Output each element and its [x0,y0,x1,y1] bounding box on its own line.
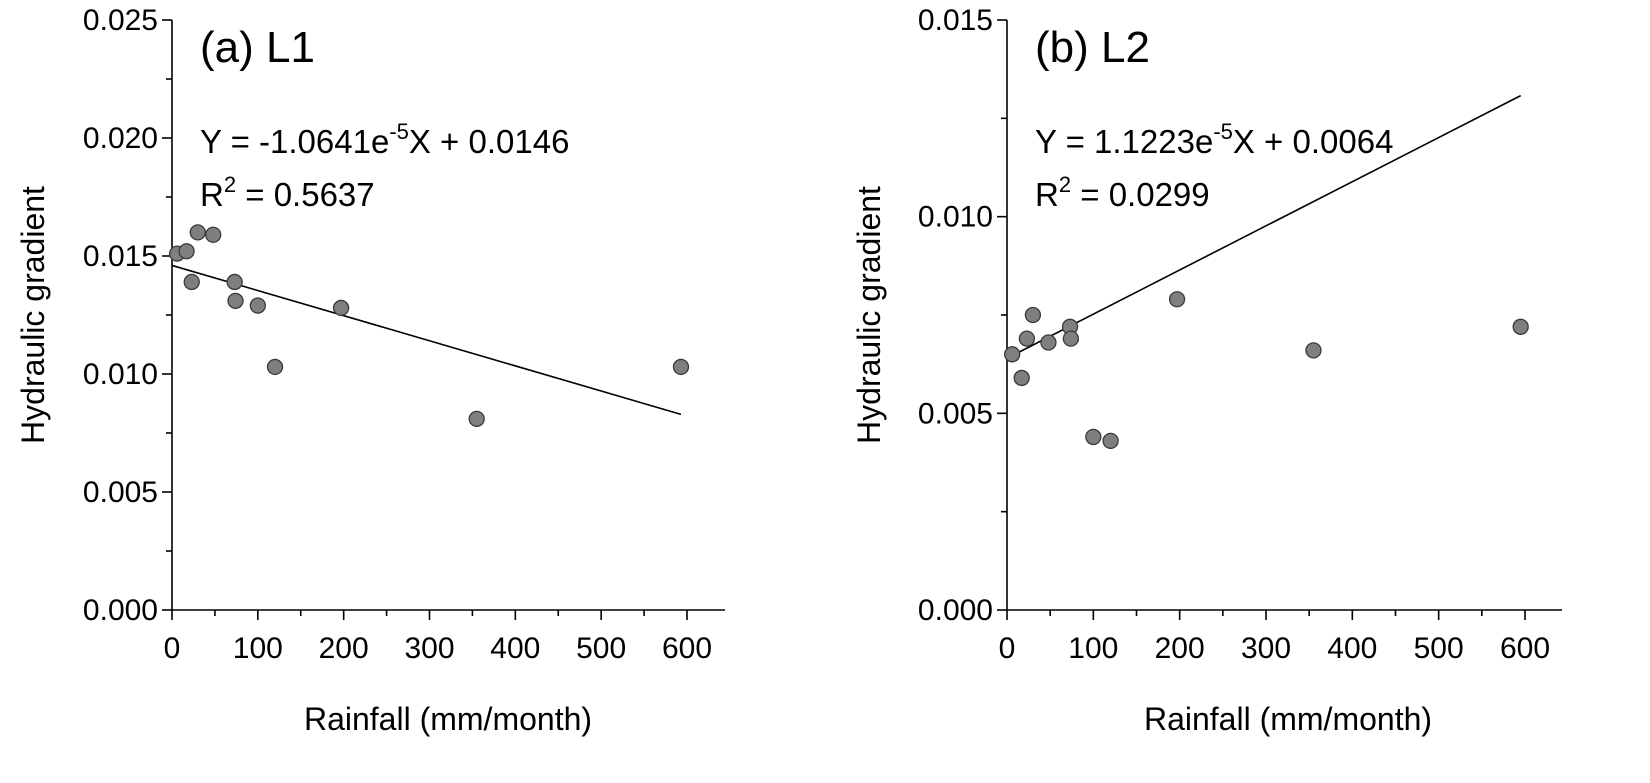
data-point [1512,318,1529,335]
data-points [1004,291,1529,450]
r-squared: R2 = 0.0299 [1035,172,1210,213]
x-tick-label: 0 [999,632,1016,665]
y-tick-label: 0.015 [83,240,158,273]
y-tick-label: 0.010 [918,201,993,234]
x-tick-label: 500 [576,632,626,665]
data-point [332,299,350,317]
x-ticks [171,610,688,620]
data-point [1040,334,1057,351]
y-tick-label: 0.015 [918,4,993,37]
data-point [1102,432,1119,450]
equation-suffix: X + 0.0064 [1233,123,1394,160]
x-ticks [1006,610,1526,620]
y-tick-label: 0.010 [83,358,158,391]
panel-label: (b) L2 [1035,23,1150,72]
y-tick-label: 0.020 [83,122,158,155]
equation-exponent: -5 [1213,119,1233,144]
x-tick-label: 600 [1500,632,1550,665]
x-tick-label: 100 [233,632,283,665]
data-points [168,224,690,427]
data-point [1062,330,1080,347]
data-point [468,410,485,427]
y-tick-label: 0.000 [918,594,993,627]
data-point [1018,330,1036,347]
x-tick-label: 0 [164,632,181,665]
data-point [226,273,243,291]
regression-equation: Y = -1.0641e-5X + 0.0146 [200,119,569,160]
chart-panel-b: 0.000 0.005 0.010 0.015 0 100 200 300 400 500 600… [851,4,1562,737]
data-point [249,297,266,314]
data-point [183,273,200,291]
data-point [266,358,284,376]
y-ticks [162,19,172,611]
data-point [672,358,690,376]
y-tick-labels: 0.000 0.005 0.010 0.015 [918,4,993,627]
x-tick-label: 600 [662,632,712,665]
x-tick-label: 200 [319,632,369,665]
x-tick-label: 100 [1068,632,1118,665]
equation-exponent: -5 [389,119,409,144]
y-tick-labels: 0.000 0.005 0.010 0.015 0.020 0.025 [83,4,158,627]
data-point [1024,306,1042,324]
regression-equation: Y = 1.1223e-5X + 0.0064 [1035,119,1393,160]
y-axis-label: Hydraulic gradient [15,186,51,444]
equation-prefix: Y = 1.1223e [1035,123,1213,160]
equation-prefix: Y = -1.0641e [200,123,389,160]
regression-line [171,264,682,416]
data-point [178,243,195,260]
data-point [1305,342,1322,359]
r2-exponent: 2 [1059,172,1071,197]
panel-label: (a) L1 [200,23,315,72]
data-point [1004,346,1021,363]
r2-prefix: R [1035,176,1059,213]
y-tick-label: 0.005 [918,397,993,430]
r-squared: R2 = 0.5637 [200,172,375,213]
y-tick-label: 0.025 [83,4,158,37]
data-point [1085,428,1102,446]
y-tick-label: 0.000 [83,594,158,627]
r2-exponent: 2 [224,172,236,197]
x-tick-label: 300 [1241,632,1291,665]
equation-suffix: X + 0.0146 [409,123,570,160]
r2-prefix: R [200,176,224,213]
x-tick-label: 500 [1414,632,1464,665]
x-tick-label: 200 [1155,632,1205,665]
y-ticks [997,19,1007,611]
data-point [1168,291,1186,308]
y-axis-label: Hydraulic gradient [851,186,887,444]
x-tick-label: 400 [1327,632,1377,665]
data-point [189,224,206,241]
data-point [227,292,244,309]
r2-suffix: = 0.0299 [1071,176,1210,213]
chart-panel-a: 0.000 0.005 0.010 0.015 0.020 0.025 0 100 200 30… [15,4,725,737]
regression-line [1006,94,1522,359]
y-tick-label: 0.005 [83,476,158,509]
x-axis-label: Rainfall (mm/month) [304,701,592,737]
x-tick-labels: 0 100 200 300 400 500 600 [999,632,1550,665]
data-point [1013,369,1030,387]
data-point [205,226,222,243]
r2-suffix: = 0.5637 [236,176,375,213]
x-tick-label: 300 [404,632,454,665]
x-axis-label: Rainfall (mm/month) [1144,701,1432,737]
x-tick-label: 400 [490,632,540,665]
x-tick-labels: 0 100 200 300 400 500 600 [164,632,712,665]
